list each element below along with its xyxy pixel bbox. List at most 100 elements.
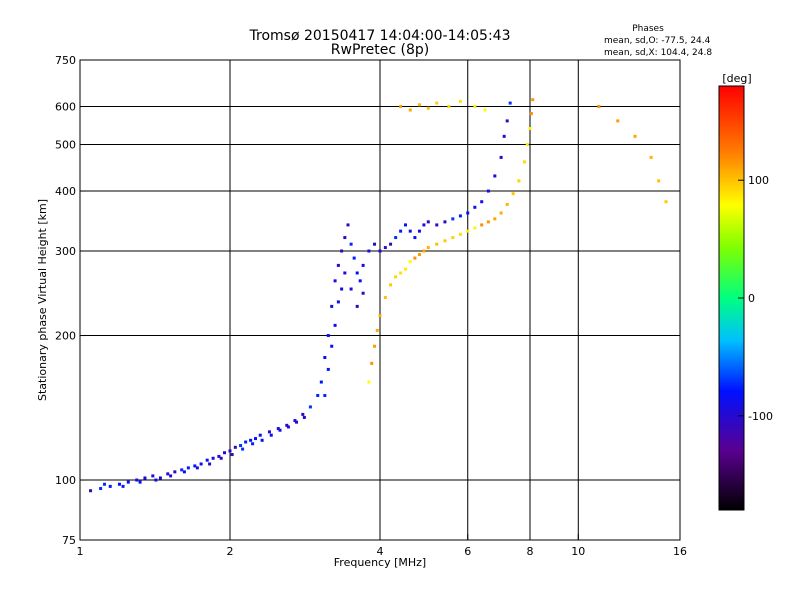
data-point-X <box>417 253 421 257</box>
colorbar-ticks: 100 0 -100 <box>738 174 773 423</box>
data-point-O <box>343 236 347 240</box>
data-point-O <box>195 466 199 470</box>
data-point-O <box>417 229 421 233</box>
data-point-O <box>349 287 353 291</box>
data-point-O <box>186 466 190 470</box>
legend-title: Phases <box>632 24 664 34</box>
data-point-O <box>217 454 221 458</box>
data-point-O <box>502 134 506 138</box>
data-point-O <box>413 236 417 240</box>
data-point-O <box>89 489 93 493</box>
data-point-X <box>435 242 439 246</box>
data-point-X <box>511 192 515 196</box>
data-point-O <box>473 205 477 209</box>
data-point-O <box>241 447 245 451</box>
data-point-O <box>346 223 350 227</box>
data-point-O <box>355 304 359 308</box>
y-axis-label: Stationary phase Virtual Height [km] <box>36 199 49 401</box>
data-point-O <box>343 271 347 275</box>
data-point-X <box>480 223 484 227</box>
data-point-O <box>244 440 248 444</box>
data-point-O <box>208 462 212 466</box>
data-point-X <box>383 296 387 300</box>
data-point-X <box>483 108 487 112</box>
data-point-O <box>223 451 227 455</box>
data-point-O <box>508 101 512 105</box>
data-point-X <box>525 143 529 147</box>
data-point-O <box>403 223 407 227</box>
data-point-X <box>399 271 403 275</box>
x-tick-label: 16 <box>673 545 687 558</box>
legend-line-x: mean, sd,X: 104.4, 24.8 <box>604 48 712 58</box>
x-axis-label: Frequency [MHz] <box>334 556 426 569</box>
data-point-O <box>422 223 426 227</box>
data-point-X <box>657 179 661 183</box>
data-points <box>89 98 668 493</box>
data-point-X <box>370 361 374 365</box>
x-tick-label: 2 <box>227 545 234 558</box>
data-point-X <box>597 105 601 109</box>
data-point-O <box>205 458 209 462</box>
data-point-O <box>408 229 412 233</box>
data-point-O <box>355 271 359 275</box>
data-point-X <box>486 220 490 224</box>
data-point-O <box>117 482 121 486</box>
data-point-X <box>517 179 521 183</box>
data-point-O <box>466 211 470 215</box>
data-point-O <box>340 249 344 253</box>
data-point-O <box>126 480 130 484</box>
y-tick-label: 300 <box>55 245 76 258</box>
data-point-O <box>361 291 365 295</box>
data-point-X <box>413 256 417 260</box>
data-point-X <box>375 328 379 332</box>
data-point-O <box>251 442 255 446</box>
data-point-O <box>358 279 362 283</box>
data-point-O <box>286 425 290 429</box>
data-point-X <box>531 98 535 102</box>
data-point-X <box>417 103 421 107</box>
colorbar-tick-label: 100 <box>748 174 769 187</box>
data-point-O <box>182 470 186 474</box>
data-point-O <box>340 287 344 291</box>
data-point-O <box>260 438 264 442</box>
data-point-O <box>435 223 439 227</box>
data-point-X <box>378 314 382 318</box>
data-point-O <box>258 433 262 437</box>
data-point-O <box>302 415 306 419</box>
data-point-O <box>333 279 337 283</box>
data-point-X <box>389 283 393 287</box>
data-point-O <box>378 249 382 253</box>
data-point-O <box>330 344 334 348</box>
data-point-X <box>399 105 403 109</box>
data-point-O <box>330 304 334 308</box>
data-point-O <box>443 220 447 224</box>
data-point-O <box>219 456 223 460</box>
y-tick-label: 750 <box>55 54 76 67</box>
data-point-X <box>493 217 497 221</box>
data-point-X <box>616 119 620 123</box>
data-point-O <box>373 242 377 246</box>
y-tick-label: 200 <box>55 330 76 343</box>
data-point-X <box>505 202 509 206</box>
data-point-O <box>316 394 320 398</box>
data-point-O <box>180 468 184 472</box>
data-point-X <box>408 260 412 264</box>
data-point-X <box>426 106 430 110</box>
data-point-O <box>499 155 503 159</box>
data-point-X <box>523 160 527 164</box>
x-tick-label: 4 <box>377 545 384 558</box>
data-point-O <box>151 474 155 478</box>
data-point-O <box>308 405 312 409</box>
y-tick-label: 500 <box>55 139 76 152</box>
data-point-X <box>403 267 407 271</box>
y-axis-ticks: 75 100 200 300 400 500 600 750 <box>55 54 86 547</box>
data-point-O <box>158 476 162 480</box>
data-point-O <box>169 474 173 478</box>
data-point-X <box>499 211 503 215</box>
data-point-X <box>435 101 439 105</box>
data-point-O <box>458 214 462 218</box>
y-tick-label: 600 <box>55 101 76 114</box>
data-point-O <box>399 229 403 233</box>
data-point-O <box>230 453 234 457</box>
data-point-O <box>293 419 297 423</box>
